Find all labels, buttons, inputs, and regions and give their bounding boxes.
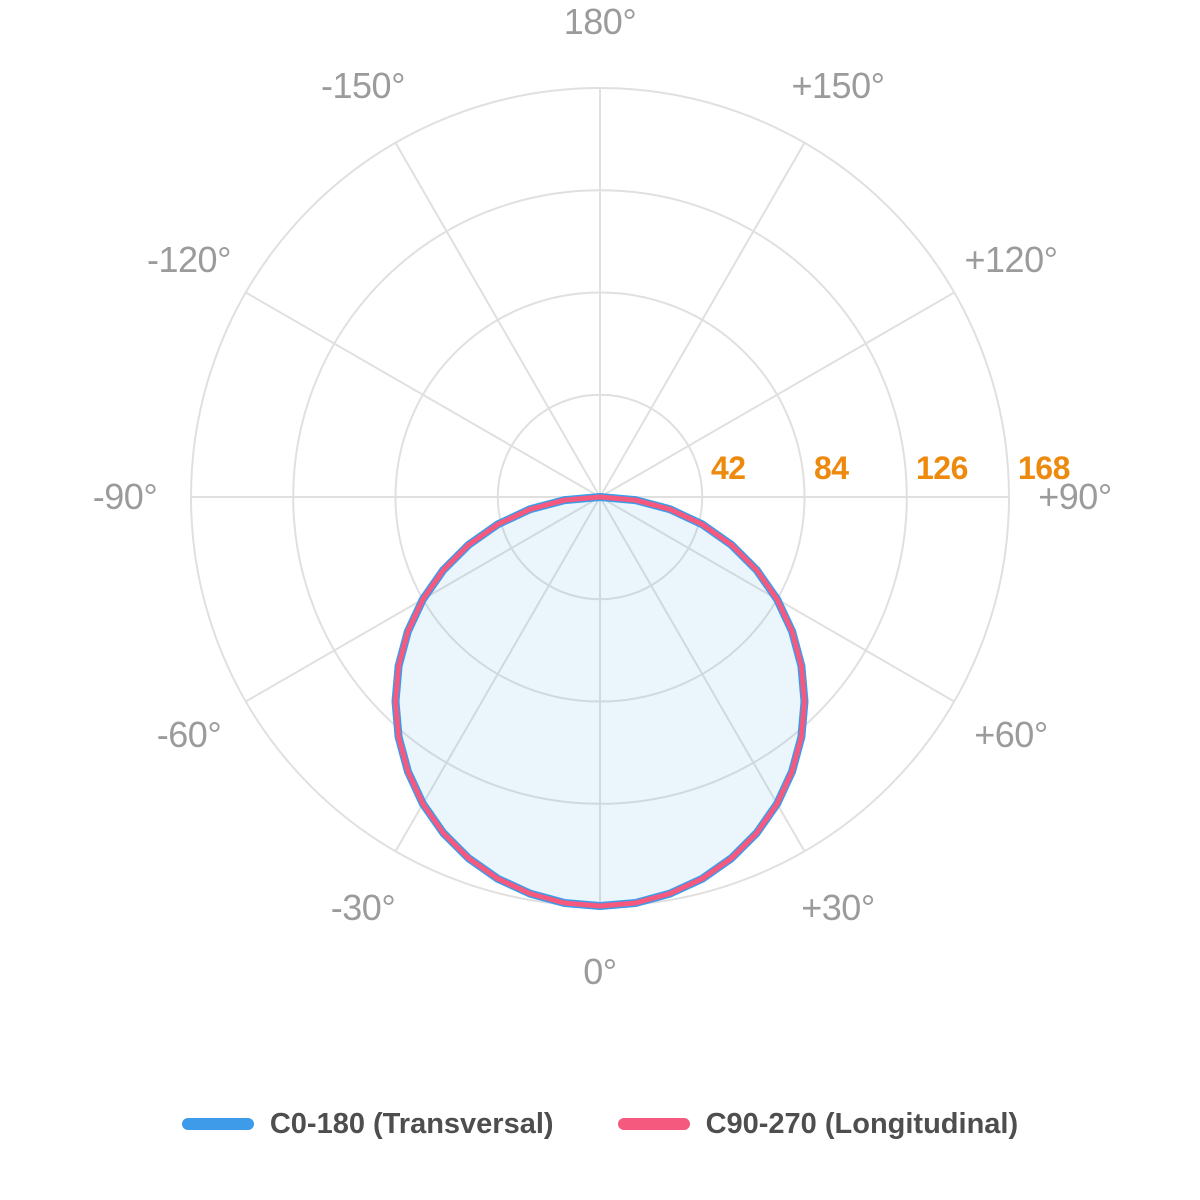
- grid-spoke--150: [394, 142, 601, 498]
- legend-swatch-c90-270: [617, 1118, 690, 1130]
- polar-plot-svg: [190, 87, 1010, 910]
- legend-swatch-c0-180: [181, 1118, 254, 1130]
- grid-spoke--30: [394, 496, 601, 852]
- grid-spoke--120: [245, 291, 601, 498]
- legend: C0-180 (Transversal) C90-270 (Longitudin…: [0, 1100, 1200, 1148]
- grid-spoke-150: [599, 142, 806, 498]
- legend-item-c90-270[interactable]: C90-270 (Longitudinal): [617, 1107, 1019, 1141]
- series-curve-1: [393, 494, 807, 909]
- legend-item-c0-180[interactable]: C0-180 (Transversal): [181, 1107, 554, 1141]
- legend-label-c90-270: C90-270 (Longitudinal): [705, 1107, 1019, 1140]
- grid-spoke-120: [599, 291, 955, 498]
- grid-spoke-30: [599, 496, 806, 852]
- distribution-fill: [395, 497, 805, 906]
- legend-label-c0-180: C0-180 (Transversal): [269, 1107, 554, 1140]
